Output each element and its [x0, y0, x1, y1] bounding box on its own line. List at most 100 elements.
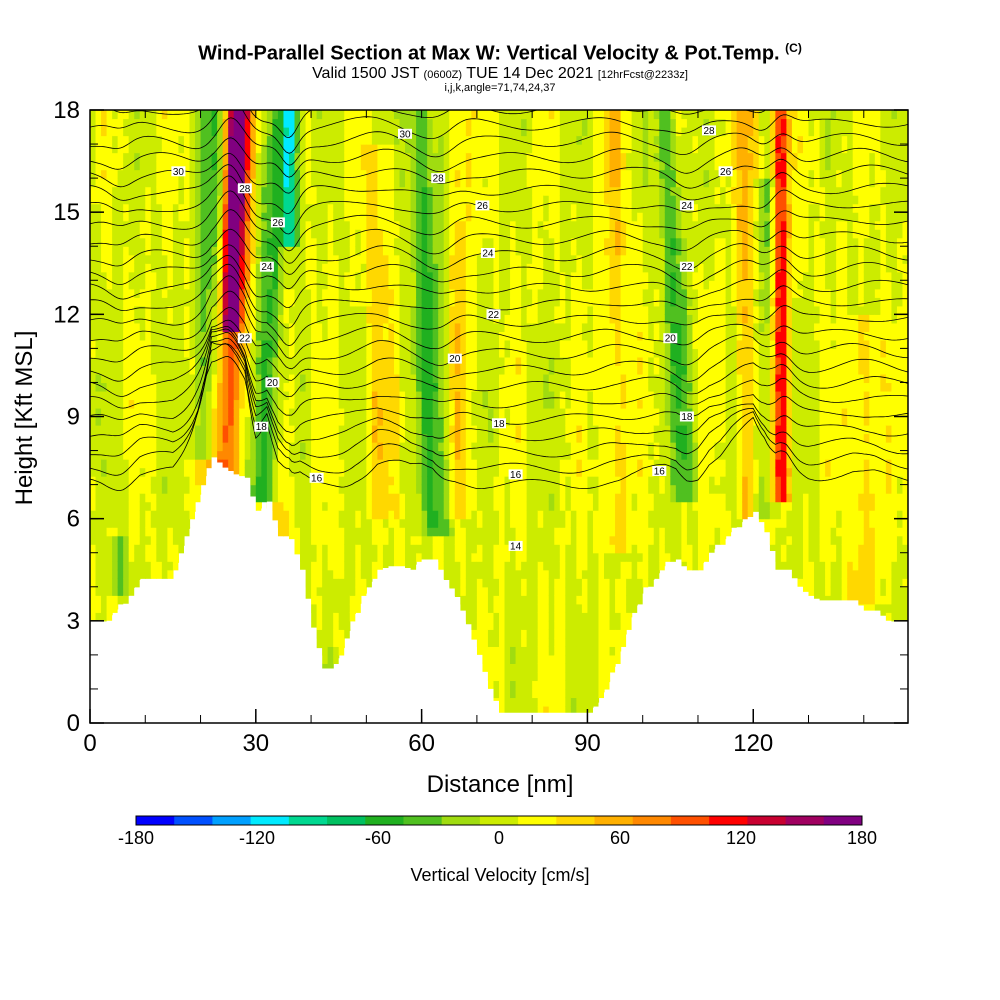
velocity-cell [117, 144, 124, 154]
velocity-cell [101, 493, 108, 503]
velocity-cell [510, 314, 517, 324]
velocity-cell [206, 144, 213, 154]
velocity-cell [537, 578, 544, 588]
velocity-cell [294, 118, 301, 128]
velocity-cell [239, 246, 246, 256]
velocity-cell [432, 442, 439, 452]
velocity-cell [266, 212, 273, 222]
velocity-cell [316, 569, 323, 579]
velocity-cell [543, 629, 550, 639]
velocity-cell [482, 186, 489, 196]
velocity-cell [172, 518, 180, 528]
velocity-cell [294, 212, 301, 222]
velocity-cell [239, 169, 246, 179]
velocity-cell [128, 229, 135, 239]
velocity-cell [476, 399, 484, 409]
velocity-cell [377, 450, 384, 460]
velocity-cell [510, 322, 517, 332]
velocity-cell [427, 339, 434, 349]
velocity-cell [405, 331, 412, 341]
velocity-cell [410, 348, 417, 358]
velocity-cell [95, 390, 102, 401]
velocity-cell [134, 169, 141, 179]
velocity-cell [360, 161, 367, 171]
velocity-cell [316, 220, 323, 230]
velocity-cell [465, 356, 472, 367]
velocity-cell [305, 373, 312, 384]
velocity-cell [211, 339, 218, 349]
velocity-cell [333, 339, 340, 349]
velocity-cell [487, 127, 495, 137]
velocity-cell [161, 186, 168, 196]
velocity-cell [272, 178, 279, 188]
velocity-cell [526, 688, 533, 699]
velocity-cell [316, 416, 323, 426]
velocity-cell [532, 578, 539, 588]
velocity-cell [432, 407, 439, 418]
velocity-cell [217, 433, 224, 443]
velocity-cell [510, 578, 517, 588]
velocity-cell [217, 382, 224, 392]
velocity-cell [548, 476, 555, 486]
velocity-cell [454, 331, 461, 341]
velocity-cell [416, 390, 423, 401]
velocity-cell [101, 254, 108, 264]
velocity-cell [449, 178, 456, 188]
velocity-cell [355, 399, 362, 409]
velocity-cell [283, 237, 290, 247]
velocity-cell [532, 476, 539, 486]
velocity-cell [333, 186, 340, 196]
velocity-cell [559, 382, 566, 392]
velocity-cell [493, 135, 500, 145]
velocity-cell [526, 271, 533, 281]
velocity-cell [206, 407, 213, 418]
velocity-cell [145, 237, 152, 247]
velocity-cell [178, 433, 185, 443]
velocity-cell [239, 229, 246, 239]
velocity-cell [101, 399, 108, 409]
velocity-cell [543, 390, 550, 401]
velocity-cell [172, 484, 180, 494]
velocity-cell [211, 305, 218, 315]
velocity-cell [283, 373, 290, 384]
velocity-cell [189, 229, 196, 239]
velocity-cell [504, 110, 511, 120]
velocity-cell [112, 544, 119, 554]
velocity-cell [532, 271, 539, 281]
velocity-cell [432, 450, 439, 460]
velocity-cell [288, 322, 296, 332]
velocity-cell [537, 280, 544, 290]
velocity-cell [559, 305, 566, 315]
velocity-cell [211, 399, 218, 409]
velocity-cell [327, 365, 334, 375]
velocity-cell [222, 459, 229, 469]
velocity-cell [393, 459, 401, 469]
velocity-cell [510, 518, 517, 528]
velocity-cell [371, 152, 379, 162]
velocity-cell [410, 169, 417, 179]
velocity-cell [487, 271, 495, 281]
velocity-cell [360, 280, 367, 290]
velocity-cell [139, 263, 146, 273]
velocity-cell [244, 280, 251, 290]
velocity-cell [134, 127, 141, 137]
velocity-cell [504, 127, 511, 137]
velocity-cell [261, 356, 268, 367]
velocity-cell [471, 135, 478, 145]
velocity-cell [322, 373, 329, 384]
velocity-cell [349, 203, 356, 213]
velocity-cell [316, 373, 323, 384]
velocity-cell [311, 603, 318, 613]
velocity-cell [504, 169, 511, 179]
velocity-cell [90, 586, 97, 596]
velocity-cell [255, 229, 262, 239]
velocity-cell [355, 544, 362, 554]
velocity-cell [371, 501, 379, 511]
velocity-cell [427, 373, 434, 384]
velocity-cell [189, 246, 196, 256]
velocity-cell [123, 433, 130, 443]
velocity-cell [355, 552, 362, 562]
velocity-cell [493, 688, 500, 699]
velocity-cell [183, 118, 191, 128]
velocity-cell [515, 399, 522, 409]
